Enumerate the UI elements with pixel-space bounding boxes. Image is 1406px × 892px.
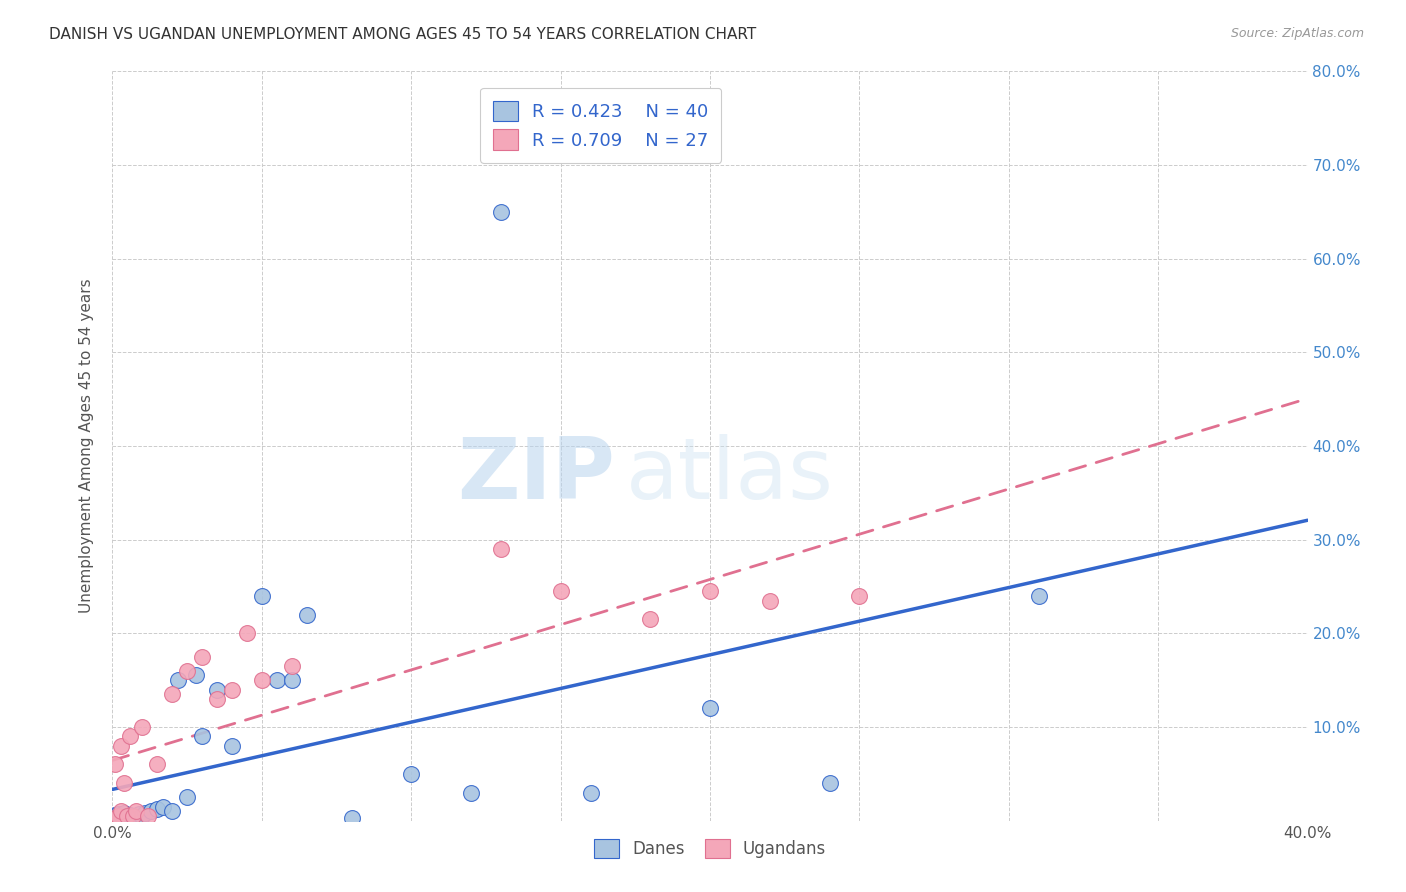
Point [138, 809, 160, 823]
Point [640, 612, 662, 626]
Point [110, 810, 132, 824]
Point [110, 805, 132, 819]
Point [125, 805, 148, 819]
Point [281, 673, 304, 688]
Point [460, 786, 482, 800]
Point [134, 806, 156, 821]
Point [221, 739, 243, 753]
Point [104, 757, 127, 772]
Point [266, 673, 288, 688]
Point [340, 811, 363, 825]
Point [579, 786, 602, 800]
Point [236, 626, 259, 640]
Point [152, 799, 174, 814]
Point [104, 812, 127, 826]
Point [176, 664, 198, 678]
Legend: Danes, Ugandans: Danes, Ugandans [588, 832, 832, 864]
Text: DANISH VS UGANDAN UNEMPLOYMENT AMONG AGES 45 TO 54 YEARS CORRELATION CHART: DANISH VS UGANDAN UNEMPLOYMENT AMONG AGE… [49, 27, 756, 42]
Point [104, 808, 127, 822]
Point [699, 701, 721, 715]
Point [167, 673, 190, 688]
Point [114, 806, 135, 821]
Point [205, 692, 228, 706]
Text: Source: ZipAtlas.com: Source: ZipAtlas.com [1230, 27, 1364, 40]
Point [146, 757, 169, 772]
Point [489, 542, 512, 557]
Point [128, 807, 150, 822]
Point [221, 682, 243, 697]
Point [117, 809, 139, 823]
Point [250, 673, 273, 688]
Point [110, 808, 132, 822]
Y-axis label: Unemployment Among Ages 45 to 54 years: Unemployment Among Ages 45 to 54 years [79, 278, 94, 614]
Point [110, 739, 132, 753]
Point [107, 811, 129, 825]
Point [146, 802, 169, 816]
Point [550, 584, 572, 599]
Point [818, 776, 841, 790]
Point [759, 593, 782, 607]
Point [117, 809, 139, 823]
Point [191, 730, 214, 744]
Point [104, 811, 127, 825]
Point [114, 776, 135, 790]
Point [205, 682, 228, 697]
Point [191, 649, 214, 664]
Point [120, 808, 142, 822]
Point [107, 807, 129, 822]
Text: atlas: atlas [627, 434, 834, 517]
Point [122, 810, 145, 824]
Point [489, 205, 512, 219]
Point [176, 790, 198, 805]
Point [117, 812, 139, 826]
Point [120, 730, 142, 744]
Point [162, 805, 183, 819]
Point [107, 809, 129, 823]
Point [186, 668, 208, 682]
Point [131, 809, 153, 823]
Point [848, 589, 870, 603]
Point [295, 607, 318, 622]
Point [114, 811, 135, 825]
Point [125, 811, 148, 825]
Point [122, 809, 145, 823]
Point [401, 767, 423, 781]
Text: ZIP: ZIP [457, 434, 614, 517]
Point [104, 810, 127, 824]
Point [699, 584, 721, 599]
Point [141, 805, 163, 819]
Point [281, 659, 304, 673]
Point [250, 589, 273, 603]
Point [1028, 589, 1050, 603]
Point [107, 809, 129, 823]
Point [131, 720, 153, 734]
Point [162, 687, 183, 701]
